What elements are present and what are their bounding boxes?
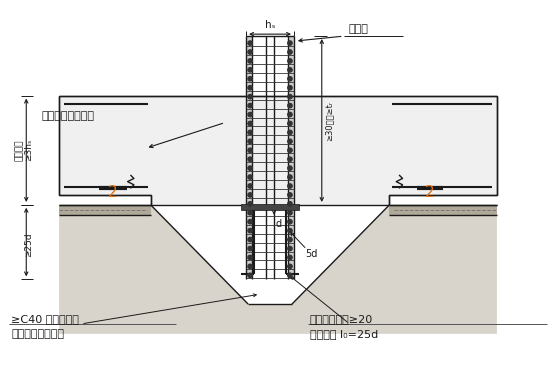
Circle shape xyxy=(288,50,292,54)
Circle shape xyxy=(248,121,252,126)
Circle shape xyxy=(288,211,292,215)
Circle shape xyxy=(288,264,292,269)
Circle shape xyxy=(248,95,252,99)
Circle shape xyxy=(288,139,292,144)
Circle shape xyxy=(248,220,252,224)
Circle shape xyxy=(288,112,292,117)
Circle shape xyxy=(248,273,252,278)
Text: 2: 2 xyxy=(108,186,118,200)
Circle shape xyxy=(288,202,292,206)
Text: hₛ: hₛ xyxy=(265,20,275,30)
Text: 柱型钢: 柱型钢 xyxy=(349,24,369,34)
Circle shape xyxy=(248,157,252,161)
Bar xyxy=(59,205,151,215)
Circle shape xyxy=(248,41,252,45)
Circle shape xyxy=(248,264,252,269)
Circle shape xyxy=(248,193,252,197)
Text: 锚固长度 l₀=25d: 锚固长度 l₀=25d xyxy=(310,329,378,339)
Circle shape xyxy=(248,148,252,152)
Circle shape xyxy=(248,68,252,72)
Circle shape xyxy=(288,255,292,260)
Circle shape xyxy=(248,202,252,206)
Circle shape xyxy=(248,255,252,260)
Circle shape xyxy=(248,59,252,63)
Circle shape xyxy=(288,157,292,161)
Text: ≥30，且≥tᵣ: ≥30，且≥tᵣ xyxy=(325,101,334,141)
Circle shape xyxy=(288,41,292,45)
Circle shape xyxy=(288,68,292,72)
Text: 混凝土或铁屑砂浆: 混凝土或铁屑砂浆 xyxy=(11,329,64,339)
Circle shape xyxy=(248,86,252,90)
Circle shape xyxy=(288,95,292,99)
Bar xyxy=(246,36,252,279)
Text: ≥25d: ≥25d xyxy=(24,232,33,257)
Text: d: d xyxy=(275,219,281,229)
Circle shape xyxy=(288,77,292,81)
Circle shape xyxy=(288,246,292,251)
Circle shape xyxy=(248,184,252,188)
Circle shape xyxy=(248,112,252,117)
Circle shape xyxy=(288,184,292,188)
Circle shape xyxy=(248,175,252,179)
Bar xyxy=(288,36,294,279)
Circle shape xyxy=(248,104,252,108)
Circle shape xyxy=(248,139,252,144)
Circle shape xyxy=(248,130,252,135)
Text: ≥C40 无收缩细石: ≥C40 无收缩细石 xyxy=(11,314,79,324)
Circle shape xyxy=(248,211,252,215)
Circle shape xyxy=(288,166,292,170)
Circle shape xyxy=(288,86,292,90)
Circle shape xyxy=(288,220,292,224)
Polygon shape xyxy=(59,205,497,334)
Text: 钢筋混凝土地基梁: 钢筋混凝土地基梁 xyxy=(41,111,94,121)
Polygon shape xyxy=(59,96,497,205)
Circle shape xyxy=(288,175,292,179)
Circle shape xyxy=(288,148,292,152)
Circle shape xyxy=(248,237,252,242)
Circle shape xyxy=(248,229,252,233)
Text: 埋置深度: 埋置深度 xyxy=(15,139,24,161)
Text: 5d: 5d xyxy=(305,249,317,259)
Text: 2: 2 xyxy=(424,186,434,200)
Circle shape xyxy=(248,166,252,170)
Circle shape xyxy=(248,246,252,251)
Text: ≥3hₛ: ≥3hₛ xyxy=(24,139,33,161)
Circle shape xyxy=(288,229,292,233)
Circle shape xyxy=(288,273,292,278)
Text: 锚栓公称直径≥20: 锚栓公称直径≥20 xyxy=(310,314,373,324)
Circle shape xyxy=(288,193,292,197)
Circle shape xyxy=(288,121,292,126)
Circle shape xyxy=(288,237,292,242)
Circle shape xyxy=(248,50,252,54)
Bar xyxy=(241,204,299,210)
Circle shape xyxy=(248,77,252,81)
Bar xyxy=(389,205,497,215)
Circle shape xyxy=(288,59,292,63)
Circle shape xyxy=(288,104,292,108)
Circle shape xyxy=(288,130,292,135)
